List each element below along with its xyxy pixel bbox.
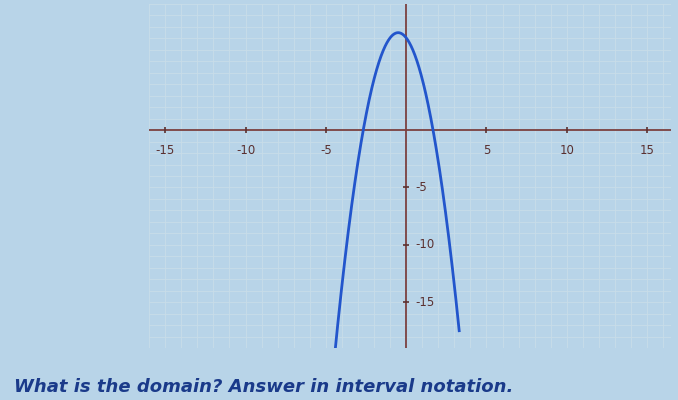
Text: What is the domain? Answer in interval notation.: What is the domain? Answer in interval n…	[14, 378, 513, 396]
Text: -5: -5	[416, 181, 428, 194]
Text: -10: -10	[416, 238, 435, 251]
Text: 10: 10	[559, 144, 574, 157]
Text: -10: -10	[236, 144, 255, 157]
Text: -15: -15	[155, 144, 175, 157]
Text: 15: 15	[639, 144, 654, 157]
Text: -5: -5	[320, 144, 332, 157]
Text: 5: 5	[483, 144, 490, 157]
Text: -15: -15	[416, 296, 435, 309]
